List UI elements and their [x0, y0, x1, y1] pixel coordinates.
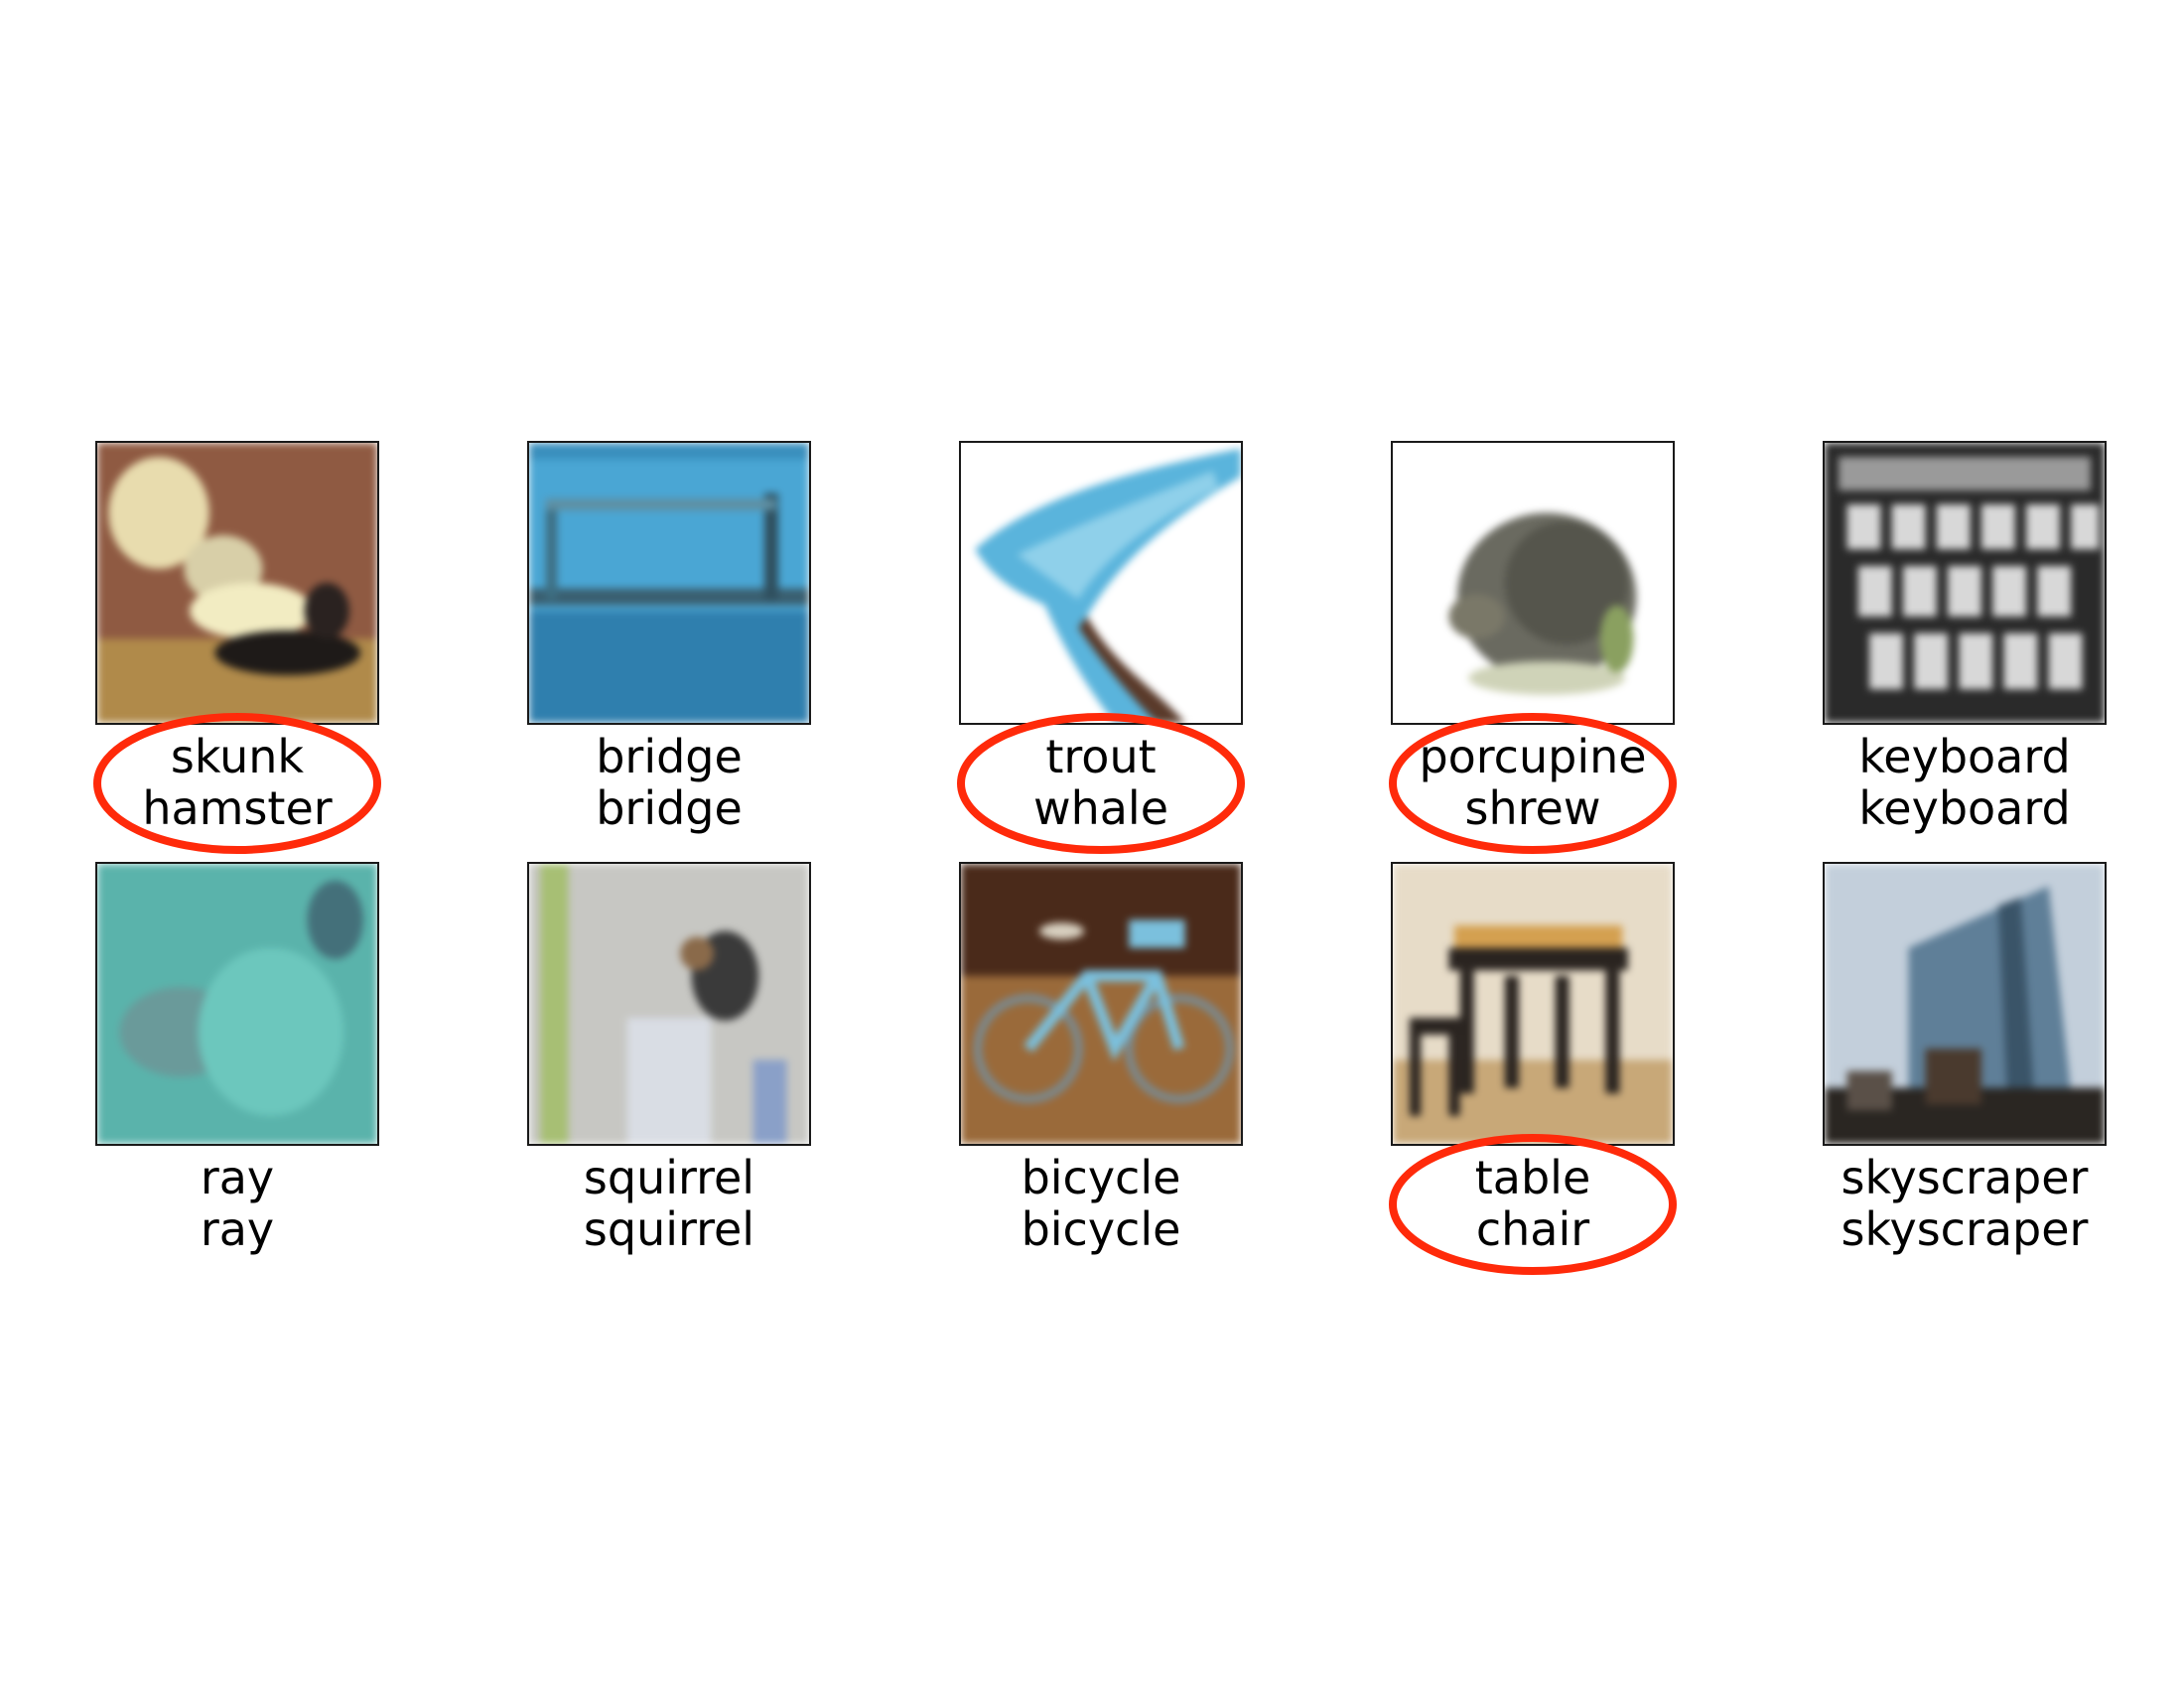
keyboard-photo-icon [1823, 441, 2107, 725]
ray-photo-icon [95, 862, 379, 1146]
label-line-1: table [1474, 1151, 1591, 1204]
porcupine-photo-icon [1391, 441, 1675, 725]
label-line-1: keyboard [1858, 730, 2071, 783]
label-line-1: ray [200, 1151, 275, 1204]
skyscraper-photo-icon [1823, 862, 2107, 1146]
table-photo-icon [1391, 862, 1675, 1146]
label-line-1: skunk [170, 730, 305, 783]
bicycle-photo-icon [959, 862, 1243, 1146]
trout-photo-icon [959, 441, 1243, 725]
label-line-1: bridge [596, 730, 743, 783]
label-line-1: squirrel [583, 1151, 755, 1204]
label-line-2: chair [1475, 1202, 1590, 1256]
label-line-2: shrew [1464, 781, 1601, 835]
skunk-photo-icon [95, 441, 379, 725]
label-line-2: keyboard [1858, 781, 2071, 835]
bridge-photo-icon [527, 441, 811, 725]
label-line-2: bicycle [1021, 1202, 1181, 1256]
label-line-2: ray [200, 1202, 275, 1256]
squirrel-photo-icon [527, 862, 811, 1146]
label-line-2: whale [1032, 781, 1169, 835]
label-line-1: porcupine [1419, 730, 1647, 783]
label-line-2: hamster [142, 781, 333, 835]
label-line-1: skyscraper [1841, 1151, 2089, 1204]
label-line-1: trout [1045, 730, 1157, 783]
label-line-2: squirrel [583, 1202, 755, 1256]
label-line-2: bridge [596, 781, 743, 835]
label-line-1: bicycle [1021, 1151, 1181, 1204]
label-line-2: skyscraper [1841, 1202, 2089, 1256]
